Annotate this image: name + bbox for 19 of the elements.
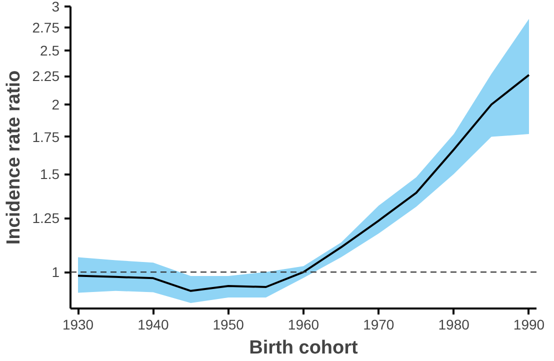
y-tick-label: 2.5 [40,42,60,59]
x-tick-label: 1930 [62,316,94,332]
y-tick-label: 1.75 [32,128,60,145]
x-tick-label: 1950 [212,316,244,332]
y-tick-label: 1 [52,264,60,280]
y-tick-label: 2.75 [32,20,60,36]
y-tick-label: 2 [52,96,60,113]
y-tick-label: 1.5 [40,166,60,182]
y-tick-label: 3 [52,0,60,14]
line-series [77,74,530,292]
x-tick-label: 1980 [438,316,470,332]
y-axis-title: Incidence rate ratio [3,70,24,245]
y-tick-label: 1.25 [32,210,60,226]
x-tick-label: 1970 [363,316,394,332]
y-tick-label: 2.25 [32,68,60,84]
x-axis-title: Birth cohort [249,338,359,358]
x-tick-label: 1960 [288,316,320,332]
x-tick-label: 1940 [138,316,169,332]
x-tick-label: 1990 [513,316,545,332]
